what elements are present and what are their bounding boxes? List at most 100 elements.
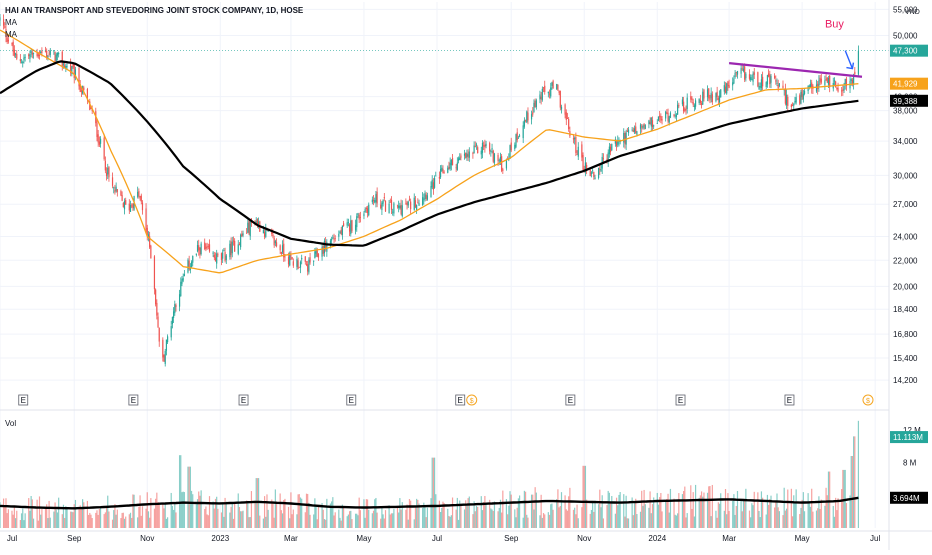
price-tick-label: 20,000	[893, 282, 918, 291]
volume-bar	[308, 502, 310, 528]
candle-body	[558, 90, 560, 93]
candle-body	[114, 189, 116, 193]
volume-bar	[491, 509, 493, 528]
candle-body	[146, 227, 148, 236]
volume-bar	[615, 497, 618, 528]
volume-bar	[298, 494, 300, 528]
volume-bar	[787, 489, 789, 528]
candle-body	[576, 153, 578, 155]
candle-body	[669, 112, 672, 118]
candle-body	[401, 205, 403, 217]
volume-bar	[534, 487, 536, 528]
candle-body	[715, 93, 717, 102]
candle-body	[627, 129, 630, 133]
volume-bar	[125, 516, 127, 528]
volume-bar	[447, 508, 449, 528]
candle-body	[224, 252, 226, 261]
volume-bar	[5, 498, 7, 528]
volume-bar	[757, 492, 759, 528]
volume-legend[interactable]: Vol	[5, 419, 17, 428]
volume-bar	[835, 497, 837, 528]
volume-bar	[315, 504, 317, 528]
candle-body	[255, 221, 257, 224]
volume-bar	[583, 465, 585, 528]
volume-bar	[635, 498, 637, 528]
volume-bar	[524, 491, 527, 528]
candle-body	[62, 63, 65, 65]
volume-bar	[162, 502, 164, 528]
volume-bar	[785, 508, 788, 528]
volume-bar	[12, 514, 14, 528]
volume-bar	[241, 511, 243, 528]
candle-body	[809, 84, 812, 88]
candle-body	[485, 143, 487, 147]
volume-bar	[533, 509, 535, 528]
candle-body	[141, 202, 144, 211]
candle-body	[116, 189, 118, 192]
candle-body	[608, 146, 610, 155]
volume-bar	[416, 498, 418, 528]
earnings-marker	[675, 394, 686, 406]
volume-bar	[685, 517, 687, 528]
candle-body	[350, 220, 352, 235]
volume-bar	[698, 497, 700, 528]
ma-legend-2[interactable]: MA	[5, 30, 17, 39]
volume-bar	[668, 512, 670, 528]
candle-body	[716, 91, 718, 98]
volume-bar	[477, 506, 479, 528]
candle-body	[246, 232, 248, 234]
ma-legend-1[interactable]: MA	[5, 18, 17, 27]
candle-body	[174, 304, 176, 314]
candle-body	[565, 112, 567, 120]
volume-bar	[36, 499, 38, 528]
candle-body	[96, 122, 98, 137]
candle-body	[396, 205, 399, 207]
candle-body	[556, 83, 558, 90]
candle-body	[340, 229, 342, 235]
candle-body	[539, 94, 541, 100]
candle-body	[517, 137, 519, 139]
candle-body	[438, 176, 440, 179]
candle-body	[450, 160, 452, 166]
candle-body	[125, 200, 127, 205]
volume-bar	[111, 519, 114, 528]
volume-bar	[30, 496, 32, 528]
candle-body	[717, 98, 719, 100]
price-tick-label: 50,000	[893, 31, 918, 40]
currency-label[interactable]: VND	[905, 9, 920, 16]
candle-body	[132, 203, 134, 208]
volume-bar	[644, 504, 646, 528]
earnings-marker	[346, 394, 357, 406]
volume-bar	[49, 517, 51, 528]
candle-body	[854, 71, 856, 75]
volume-badge-bg	[890, 431, 928, 444]
candle-body	[74, 69, 77, 77]
candle-body	[836, 87, 838, 89]
candle-body	[289, 253, 291, 266]
volume-bar	[195, 504, 197, 528]
volume-bar	[237, 493, 239, 528]
candle-body	[775, 80, 777, 82]
candle-body	[853, 74, 855, 86]
candle-body	[315, 250, 317, 254]
candle-body	[432, 182, 434, 190]
volume-bar	[23, 520, 25, 528]
volume-bar	[750, 517, 752, 528]
volume-bar	[74, 499, 77, 528]
candle-body	[424, 192, 426, 200]
volume-bar	[589, 513, 591, 528]
volume-bar	[189, 466, 191, 528]
volume-bar	[600, 507, 602, 528]
volume-bar	[843, 469, 845, 528]
volume-bar	[150, 498, 152, 528]
volume-bar	[326, 498, 328, 528]
volume-bar	[231, 503, 233, 528]
candle-body	[46, 50, 48, 59]
volume-bar	[371, 513, 373, 528]
volume-bar	[574, 507, 576, 528]
candle-body	[617, 140, 619, 145]
candle-body	[635, 126, 637, 134]
candle-body	[457, 158, 460, 161]
candle-body	[122, 203, 124, 208]
